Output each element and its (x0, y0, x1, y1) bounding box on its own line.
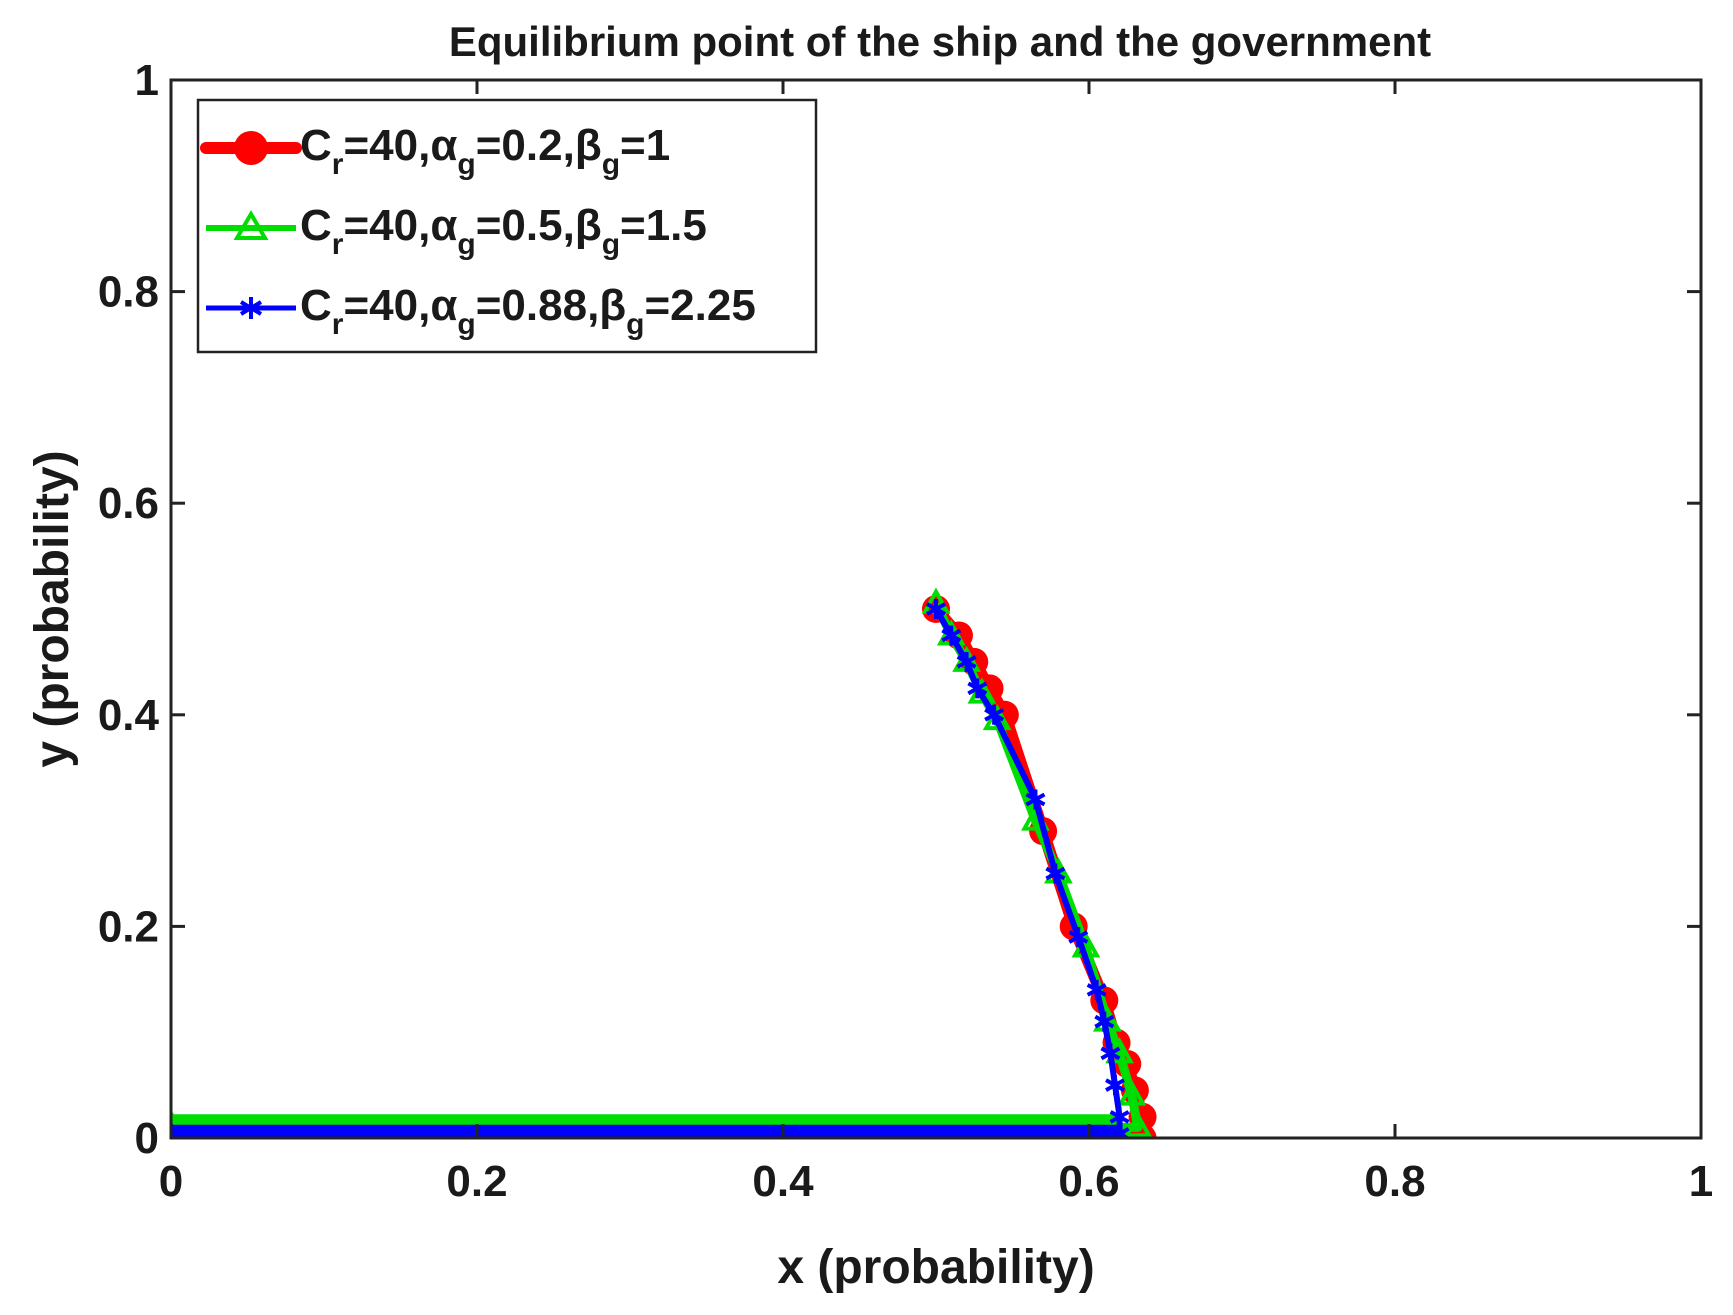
legend-swatch-marker-3 (239, 297, 263, 319)
x-axis-label: x (probability) (777, 1241, 1094, 1294)
x-tick-label: 0 (159, 1157, 183, 1206)
data-point (1094, 1011, 1115, 1032)
legend-alpha-3: α (430, 281, 457, 330)
series-1 (171, 595, 1157, 1138)
legend-beta-subscript-3: g (626, 308, 644, 341)
legend-beta-2: β (575, 201, 602, 250)
legend-eq3-2: =1.5 (620, 201, 707, 250)
legend-beta-1: β (575, 121, 602, 170)
legend-eq2-3: =0.88, (476, 281, 600, 330)
data-point (171, 1109, 186, 1136)
data-point (1025, 789, 1046, 810)
y-tick-label: 0.6 (98, 479, 159, 528)
data-point (941, 625, 962, 646)
legend-eq3-3: =2.25 (644, 281, 755, 330)
legend-alpha-2: α (430, 201, 457, 250)
x-tick-label: 0.2 (446, 1157, 507, 1206)
x-tick-label: 1 (1689, 1157, 1713, 1206)
legend-c-subscript-1: r (332, 148, 344, 181)
data-point (984, 704, 1005, 725)
legend-eq3-1: =1 (620, 121, 670, 170)
legend-eq2-1: =0.2, (476, 121, 575, 170)
plot-frame (169, 78, 1703, 1140)
y-tick-label: 0.2 (98, 902, 159, 951)
x-tick-label: 0.4 (752, 1157, 814, 1206)
legend-eq1-1: =40, (343, 121, 430, 170)
y-axis-label: y (probability) (26, 450, 79, 767)
legend-alpha-subscript-2: g (457, 228, 475, 261)
data-point (1045, 863, 1066, 884)
series-layer (171, 587, 1157, 1138)
data-point (1068, 926, 1089, 947)
data-point (956, 651, 977, 672)
y-tick-label: 1 (135, 56, 159, 105)
data-point (1109, 1106, 1130, 1127)
chart-title: Equilibrium point of the ship and the go… (449, 18, 1431, 65)
legend: Cr=40,αg=0.2,βg=1 Cr=40,αg=0.5,βg=1.5 Cr… (196, 98, 818, 354)
legend-beta-3: β (599, 281, 626, 330)
x-tick-label: 0.8 (1364, 1157, 1425, 1206)
legend-c-subscript-3: r (332, 308, 344, 341)
series-3 (171, 599, 1130, 1138)
legend-alpha-subscript-3: g (457, 308, 475, 341)
legend-box (196, 98, 818, 354)
y-tick-label: 0.4 (98, 691, 160, 740)
data-point (926, 599, 946, 619)
data-point (1086, 979, 1107, 1000)
legend-alpha-subscript-1: g (457, 148, 475, 181)
legend-swatch-marker-1 (234, 131, 268, 165)
legend-eq1-2: =40, (343, 201, 430, 250)
legend-beta-subscript-1: g (602, 148, 620, 181)
x-tick-label: 0.6 (1058, 1157, 1119, 1206)
series-2 (171, 587, 1153, 1138)
legend-eq2-2: =0.5, (476, 201, 575, 250)
legend-swatch-marker-2 (233, 210, 269, 240)
data-point (1117, 1079, 1147, 1106)
y-tick-label: 0 (135, 1114, 159, 1163)
data-point (1123, 1111, 1153, 1138)
legend-beta-subscript-2: g (602, 228, 620, 261)
data-point (1105, 1075, 1125, 1096)
legend-eq1-3: =40, (343, 281, 430, 330)
ticks-layer: 0 0.2 0.4 0.6 0.8 1 0 0.2 0.4 0.6 0.8 1 (98, 56, 1713, 1206)
legend-c-subscript-2: r (332, 228, 344, 261)
y-tick-label: 0.8 (98, 268, 159, 317)
data-point (1100, 1043, 1121, 1064)
legend-alpha-1: α (430, 121, 457, 170)
data-point (967, 678, 988, 699)
